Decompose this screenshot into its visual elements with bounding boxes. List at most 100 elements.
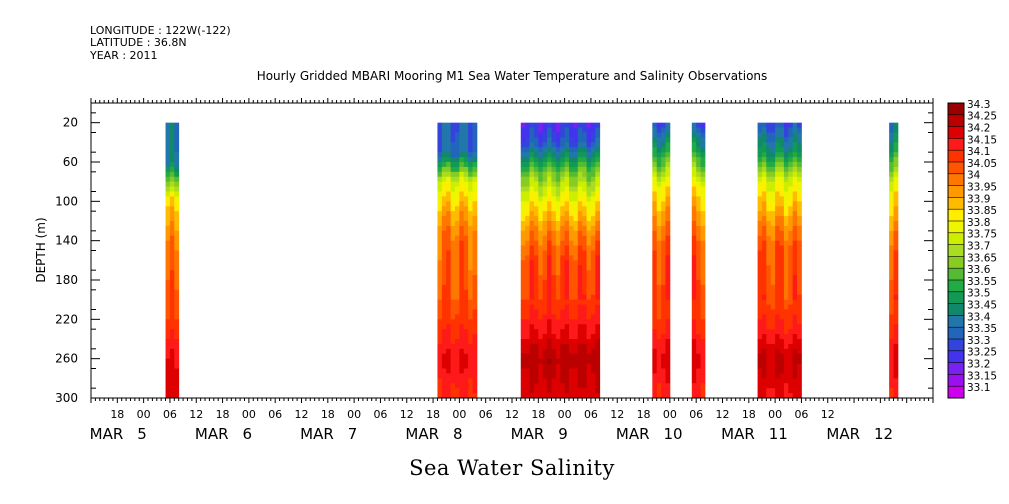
- salinity-cell: [529, 127, 535, 133]
- salinity-cell: [555, 294, 561, 301]
- salinity-cell: [652, 255, 658, 261]
- salinity-cell: [770, 284, 776, 291]
- salinity-cell: [893, 216, 899, 222]
- colorbar-swatch: [948, 221, 964, 234]
- salinity-cell: [766, 388, 772, 394]
- salinity-cell: [582, 216, 587, 222]
- salinity-cell: [761, 225, 767, 232]
- salinity-cell: [529, 225, 535, 232]
- salinity-cell: [766, 186, 772, 192]
- salinity-cell: [893, 142, 899, 148]
- salinity-cell: [169, 225, 175, 232]
- salinity-cell: [788, 270, 794, 276]
- salinity-cell: [463, 363, 469, 369]
- salinity-cell: [792, 368, 798, 374]
- salinity-cell: [551, 225, 557, 232]
- salinity-cell: [533, 196, 539, 202]
- salinity-cell: [573, 280, 579, 286]
- salinity-cell: [770, 280, 776, 286]
- salinity-cell: [761, 181, 767, 187]
- colorbar-swatch: [948, 150, 964, 163]
- salinity-cell: [788, 275, 794, 281]
- salinity-cell: [542, 289, 548, 296]
- salinity-cell: [441, 147, 447, 153]
- salinity-cell: [437, 152, 443, 158]
- x-hour-tick-label: 18: [742, 408, 756, 421]
- salinity-cell: [586, 363, 592, 369]
- salinity-cell: [893, 240, 899, 246]
- salinity-cell: [665, 348, 671, 355]
- salinity-cell: [169, 216, 175, 222]
- salinity-cell: [665, 225, 671, 232]
- salinity-cell: [665, 280, 671, 286]
- salinity-cell: [542, 122, 548, 128]
- salinity-cell: [564, 348, 570, 355]
- salinity-cell: [889, 294, 894, 301]
- salinity-cell: [797, 245, 802, 251]
- salinity-cell: [586, 137, 592, 143]
- salinity-cell: [779, 235, 785, 242]
- salinity-cell: [551, 265, 557, 271]
- salinity-cell: [582, 230, 587, 237]
- salinity-cell: [582, 225, 587, 232]
- salinity-cell: [468, 334, 473, 340]
- salinity-cell: [656, 137, 662, 143]
- salinity-cell: [551, 339, 557, 345]
- salinity-cell: [797, 280, 802, 286]
- salinity-cell: [656, 280, 662, 286]
- salinity-cell: [468, 240, 473, 246]
- salinity-cell: [573, 368, 579, 374]
- salinity-cell: [459, 329, 465, 335]
- salinity-cell: [590, 329, 596, 335]
- salinity-cell: [547, 245, 552, 251]
- salinity-cell: [783, 216, 789, 222]
- salinity-cell: [529, 334, 535, 340]
- salinity-cell: [889, 265, 894, 271]
- salinity-cell: [661, 299, 666, 305]
- salinity-cell: [551, 334, 557, 340]
- salinity-cell: [582, 186, 587, 192]
- salinity-cell: [696, 221, 701, 227]
- salinity-cell: [569, 339, 574, 345]
- salinity-cell: [529, 275, 535, 281]
- salinity-cell: [691, 343, 697, 350]
- salinity-cell: [468, 142, 473, 148]
- salinity-cell: [779, 191, 785, 197]
- salinity-cell: [665, 221, 671, 227]
- salinity-cell: [533, 122, 539, 128]
- salinity-cell: [582, 265, 587, 271]
- salinity-cell: [459, 147, 465, 153]
- salinity-cell: [770, 324, 776, 330]
- salinity-cell: [893, 191, 899, 197]
- salinity-cell: [889, 309, 894, 315]
- salinity-cell: [174, 343, 180, 350]
- salinity-cell: [700, 186, 706, 192]
- salinity-cell: [437, 294, 443, 301]
- salinity-cell: [590, 270, 596, 276]
- salinity-cell: [775, 343, 780, 350]
- salinity-cell: [450, 368, 456, 374]
- salinity-cell: [437, 171, 443, 178]
- salinity-cell: [656, 289, 662, 296]
- salinity-cell: [542, 225, 548, 232]
- salinity-cell: [555, 137, 561, 143]
- salinity-cell: [525, 280, 530, 286]
- salinity-cell: [590, 196, 596, 202]
- salinity-cell: [595, 221, 601, 227]
- salinity-cell: [468, 304, 473, 310]
- salinity-cell: [766, 383, 772, 389]
- colorbar-swatch: [948, 315, 964, 328]
- salinity-cell: [696, 142, 701, 148]
- salinity-cell: [441, 250, 447, 256]
- salinity-cell: [889, 142, 894, 148]
- salinity-cell: [595, 348, 601, 355]
- salinity-cell: [573, 309, 579, 315]
- salinity-cell: [538, 329, 544, 335]
- salinity-cell: [788, 122, 794, 128]
- salinity-cell: [533, 329, 539, 335]
- salinity-cell: [538, 201, 544, 207]
- salinity-cell: [577, 166, 583, 173]
- salinity-cell: [661, 196, 666, 202]
- salinity-cell: [783, 147, 789, 153]
- salinity-cell: [555, 289, 561, 296]
